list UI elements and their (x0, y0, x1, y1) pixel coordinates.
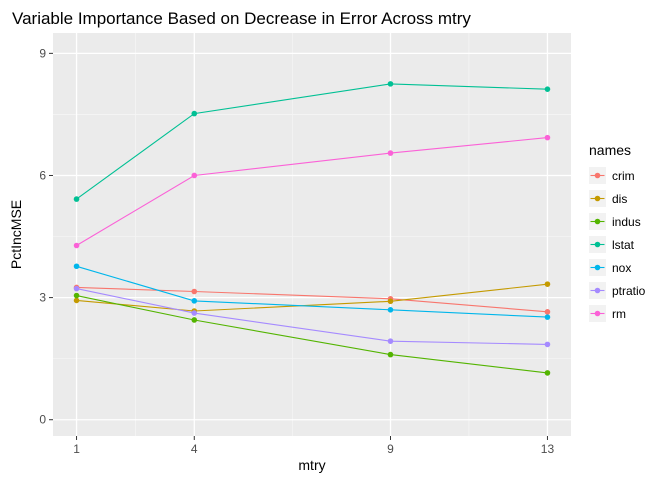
legend-label-ptratio: ptratio (612, 284, 646, 298)
data-point-crim (191, 288, 198, 295)
y-axis: 0 3 6 9 (39, 46, 53, 427)
x-axis-title: mtry (298, 457, 325, 473)
series-line-nox (76, 265, 548, 318)
series-points (73, 81, 551, 376)
y-tick-label: 9 (39, 46, 46, 60)
series-line-indus (76, 295, 548, 374)
data-point-rm (387, 150, 394, 156)
data-point-ptratio (73, 285, 80, 292)
data-point-indus (191, 317, 198, 323)
major-gridlines (53, 33, 571, 436)
series-line-ptratio (76, 288, 548, 345)
data-point-rm (191, 172, 198, 179)
legend-key-point (594, 172, 601, 179)
data-point-rm (544, 134, 551, 141)
data-point-rm (73, 242, 80, 249)
x-tick-label: 1 (73, 442, 80, 456)
series-line-rm (76, 137, 548, 246)
legend-key-point (594, 264, 601, 271)
data-point-dis (73, 297, 80, 304)
x-tick-label: 13 (541, 442, 555, 456)
y-tick-label: 3 (39, 291, 46, 305)
data-point-ptratio (544, 341, 551, 348)
data-point-ptratio (387, 338, 394, 344)
legend-key-point (594, 241, 601, 248)
data-point-indus (387, 351, 394, 358)
legend-title: names (589, 142, 631, 158)
data-point-nox (73, 263, 80, 270)
series-line-crim (76, 286, 548, 313)
series-lines (76, 83, 548, 374)
data-point-dis (387, 298, 394, 305)
data-point-nox (387, 307, 394, 313)
legend-key-point (594, 195, 601, 202)
data-point-nox (544, 314, 551, 320)
legend-label-dis: dis (612, 192, 627, 206)
data-point-indus (544, 370, 551, 376)
x-tick-label: 9 (387, 442, 394, 456)
legend-label-lstat: lstat (612, 238, 635, 252)
data-point-crim (544, 309, 551, 315)
data-point-lstat (544, 86, 551, 92)
y-axis-title: PctIncMSE (8, 200, 24, 269)
y-tick-label: 0 (39, 413, 46, 427)
legend-key-point (594, 287, 601, 294)
data-point-nox (191, 298, 198, 304)
legend-label-nox: nox (612, 261, 631, 275)
data-point-dis (544, 281, 551, 287)
chart-title: Variable Importance Based on Decrease in… (12, 9, 471, 28)
data-point-lstat (73, 196, 80, 202)
legend-key-point (594, 310, 601, 317)
x-axis: 1 4 9 13 (73, 436, 554, 456)
legend: names crim dis indus lstat nox ptratio rm (589, 142, 646, 322)
data-point-lstat (191, 110, 198, 117)
data-point-indus (73, 292, 80, 299)
data-point-ptratio (191, 310, 198, 316)
legend-label-crim: crim (612, 169, 635, 183)
minor-gridlines (53, 33, 571, 436)
y-tick-label: 6 (39, 168, 46, 182)
series-line-dis (76, 283, 548, 312)
legend-key-point (594, 218, 601, 225)
plot-panel (53, 33, 571, 436)
data-point-lstat (387, 81, 394, 87)
legend-label-indus: indus (612, 215, 641, 229)
legend-label-rm: rm (612, 307, 626, 321)
series-line-lstat (76, 83, 548, 200)
x-tick-label: 4 (191, 442, 198, 456)
